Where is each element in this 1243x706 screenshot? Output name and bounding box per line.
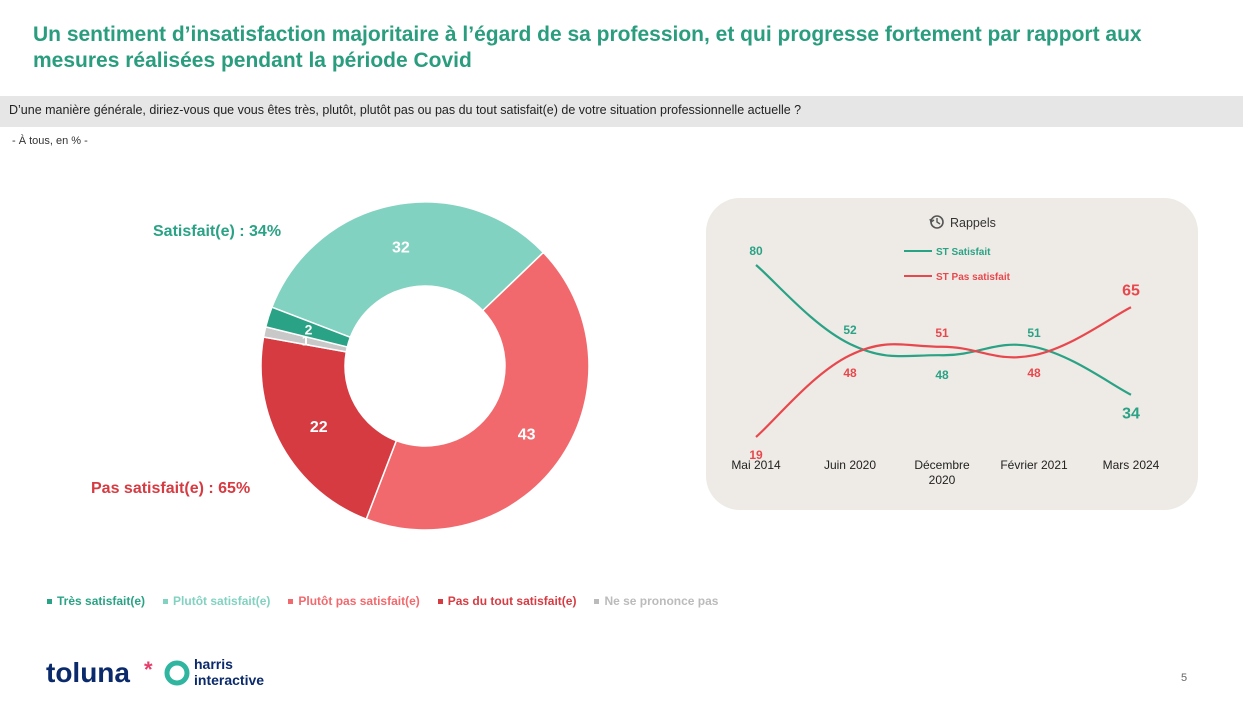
legend-item: Pas du tout satisfait(e) <box>437 594 577 608</box>
pas-satisfait-value-label: 19 <box>749 448 763 462</box>
satisfait-value-label: 52 <box>843 323 857 337</box>
satisfait-value-label: 51 <box>1027 326 1041 340</box>
legend-swatch <box>288 598 294 604</box>
base-note: - À tous, en % - <box>12 135 88 147</box>
legend-label: Plutôt pas satisfait(e) <box>298 594 420 608</box>
x-tick-label: Février 2021 <box>1000 458 1068 472</box>
legend-label: Très satisfait(e) <box>57 594 146 608</box>
donut-slice <box>365 251 590 531</box>
ring-logo-icon <box>164 660 190 686</box>
chart-legend: Très satisfait(e) Plutôt satisfait(e) Plut… <box>47 594 718 608</box>
satisfait-value-label: 80 <box>749 244 763 258</box>
series-legend-label: ST Satisfait <box>936 247 991 258</box>
legend-label: Pas du tout satisfait(e) <box>447 594 577 608</box>
x-tick-label: Juin 2020 <box>824 458 876 472</box>
series-line <box>755 264 1132 396</box>
question-bar: D’une manière générale, diriez-vous que … <box>0 96 1243 127</box>
series-line <box>755 306 1132 438</box>
satisfait-value-label: 48 <box>935 368 949 382</box>
recall-title: Rappels <box>950 216 996 230</box>
harris-logo-text: harris <box>194 656 233 672</box>
pas-satisfait-value-label: 48 <box>843 366 857 380</box>
history-clock-icon <box>929 215 944 229</box>
satisfait-total-label: Satisfait(e) : 34% <box>153 223 282 240</box>
donut-slice-label: 1 <box>302 333 310 349</box>
series-legend-label: ST Pas satisfait <box>936 272 1011 283</box>
recall-line-chart: Rappels ST Satisfait ST Pas satisfait 80 52 4… <box>731 215 1160 487</box>
legend-item: Ne se prononce pas <box>594 594 718 608</box>
legend-swatch <box>594 598 600 604</box>
x-tick-label: Mai 2014 <box>731 458 781 472</box>
page-title: Un sentiment d’insatisfaction majoritair… <box>33 23 1142 72</box>
pas-satisfait-value-label: 48 <box>1027 366 1041 380</box>
donut-chart: 32 43 22 12 <box>260 201 590 531</box>
legend-item: Très satisfait(e) <box>47 594 145 608</box>
donut-slice-label: 43 <box>518 427 536 444</box>
interactive-logo-text: interactive <box>194 672 264 688</box>
legend-item: Plutôt pas satisfait(e) <box>288 594 420 608</box>
pas-satisfait-value-label: 51 <box>935 326 949 340</box>
toluna-logo-text: toluna <box>46 657 130 688</box>
donut-slice <box>270 201 545 339</box>
donut-slice-label: 32 <box>392 239 410 256</box>
legend-swatch <box>437 598 443 604</box>
legend-swatch <box>47 598 52 604</box>
legend-swatch <box>163 598 169 604</box>
asterisk-logo-icon: * <box>144 657 153 682</box>
x-tick-label: Décembre 2020 <box>914 458 970 487</box>
legend-label: Plutôt satisfait(e) <box>173 594 271 608</box>
pas-satisfait-total-label: Pas satisfait(e) : 65% <box>91 480 251 497</box>
x-tick-label: Mars 2024 <box>1103 458 1160 472</box>
page-number: 5 <box>1181 672 1188 684</box>
legend-label: Ne se prononce pas <box>604 594 719 608</box>
donut-slice-label: 2 <box>305 322 313 338</box>
survey-question: D’une manière générale, diriez-vous que … <box>9 103 802 117</box>
donut-slice-label: 22 <box>310 419 328 436</box>
footer-logo: toluna * harris interactive <box>46 656 264 688</box>
donut-slice <box>264 306 352 348</box>
pas-satisfait-value-label: 65 <box>1122 282 1140 299</box>
satisfait-value-label: 34 <box>1122 406 1140 423</box>
donut-slice <box>260 336 398 521</box>
legend-item: Plutôt satisfait(e) <box>163 594 270 608</box>
